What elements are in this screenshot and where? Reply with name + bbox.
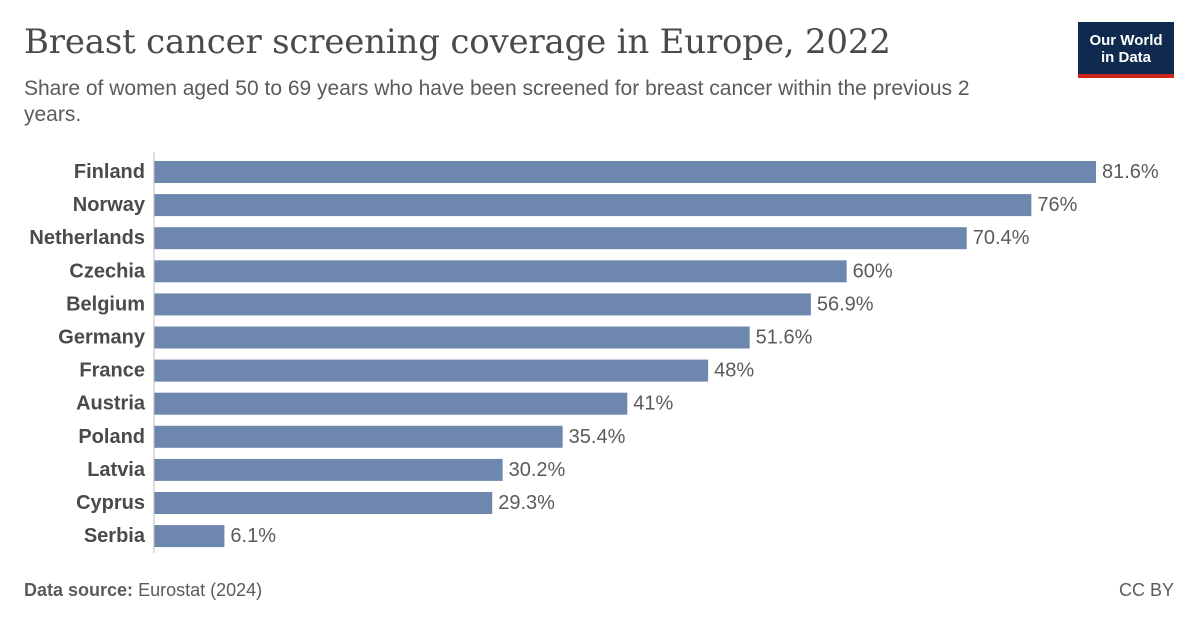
category-label: Netherlands — [29, 227, 145, 249]
category-label: Norway — [73, 194, 146, 216]
category-label: Germany — [58, 327, 146, 349]
bar-norway[interactable] — [154, 194, 1032, 217]
value-label: 56.9% — [817, 293, 874, 315]
value-label: 41% — [633, 393, 673, 415]
value-label: 35.4% — [569, 426, 626, 448]
license-label[interactable]: CC BY — [1118, 580, 1174, 600]
chart-title: Breast cancer screening coverage in Euro… — [24, 22, 891, 62]
bar-austria[interactable] — [154, 392, 628, 415]
data-source-label: Data source: — [24, 580, 134, 600]
category-label: Austria — [76, 393, 146, 415]
bar-czechia[interactable] — [154, 260, 847, 283]
category-label: Czechia — [69, 260, 145, 282]
bar-serbia[interactable] — [154, 525, 225, 548]
value-label: 81.6% — [1102, 161, 1159, 183]
bar-netherlands[interactable] — [154, 227, 967, 250]
value-label: 51.6% — [756, 327, 813, 349]
bar-latvia[interactable] — [154, 458, 503, 481]
data-source-value[interactable]: Eurostat (2024) — [138, 580, 263, 600]
data-source: Data source: Eurostat (2024) — [24, 580, 262, 601]
logo-line-1: Our World — [1089, 32, 1163, 49]
category-label: Finland — [74, 161, 145, 183]
bar-poland[interactable] — [154, 425, 563, 448]
value-label: 29.3% — [498, 492, 555, 514]
bar-belgium[interactable] — [154, 293, 811, 316]
value-label: 76% — [1037, 194, 1077, 216]
logo-line-2: in Data — [1100, 49, 1151, 66]
value-label: 30.2% — [509, 459, 566, 481]
bar-finland[interactable] — [154, 161, 1096, 183]
category-label: France — [79, 360, 145, 382]
owid-logo[interactable]: Our World in Data — [1078, 22, 1174, 78]
category-label: Cyprus — [76, 492, 145, 514]
category-label: Serbia — [84, 525, 146, 547]
bar-germany[interactable] — [154, 326, 750, 349]
value-label: 60% — [853, 260, 893, 282]
bar-chart: Finland 81.6% Norway 76% Netherlands 70.4% Cze… — [29, 152, 1159, 554]
value-label: 70.4% — [973, 227, 1030, 249]
category-label: Latvia — [87, 459, 146, 481]
category-label: Poland — [78, 426, 145, 448]
value-label: 6.1% — [230, 525, 276, 547]
chart-subtitle: Share of women aged 50 to 69 years who h… — [24, 77, 970, 126]
category-label: Belgium — [66, 293, 145, 315]
value-label: 48% — [714, 360, 754, 382]
bar-france[interactable] — [154, 359, 709, 382]
bar-cyprus[interactable] — [154, 492, 493, 514]
